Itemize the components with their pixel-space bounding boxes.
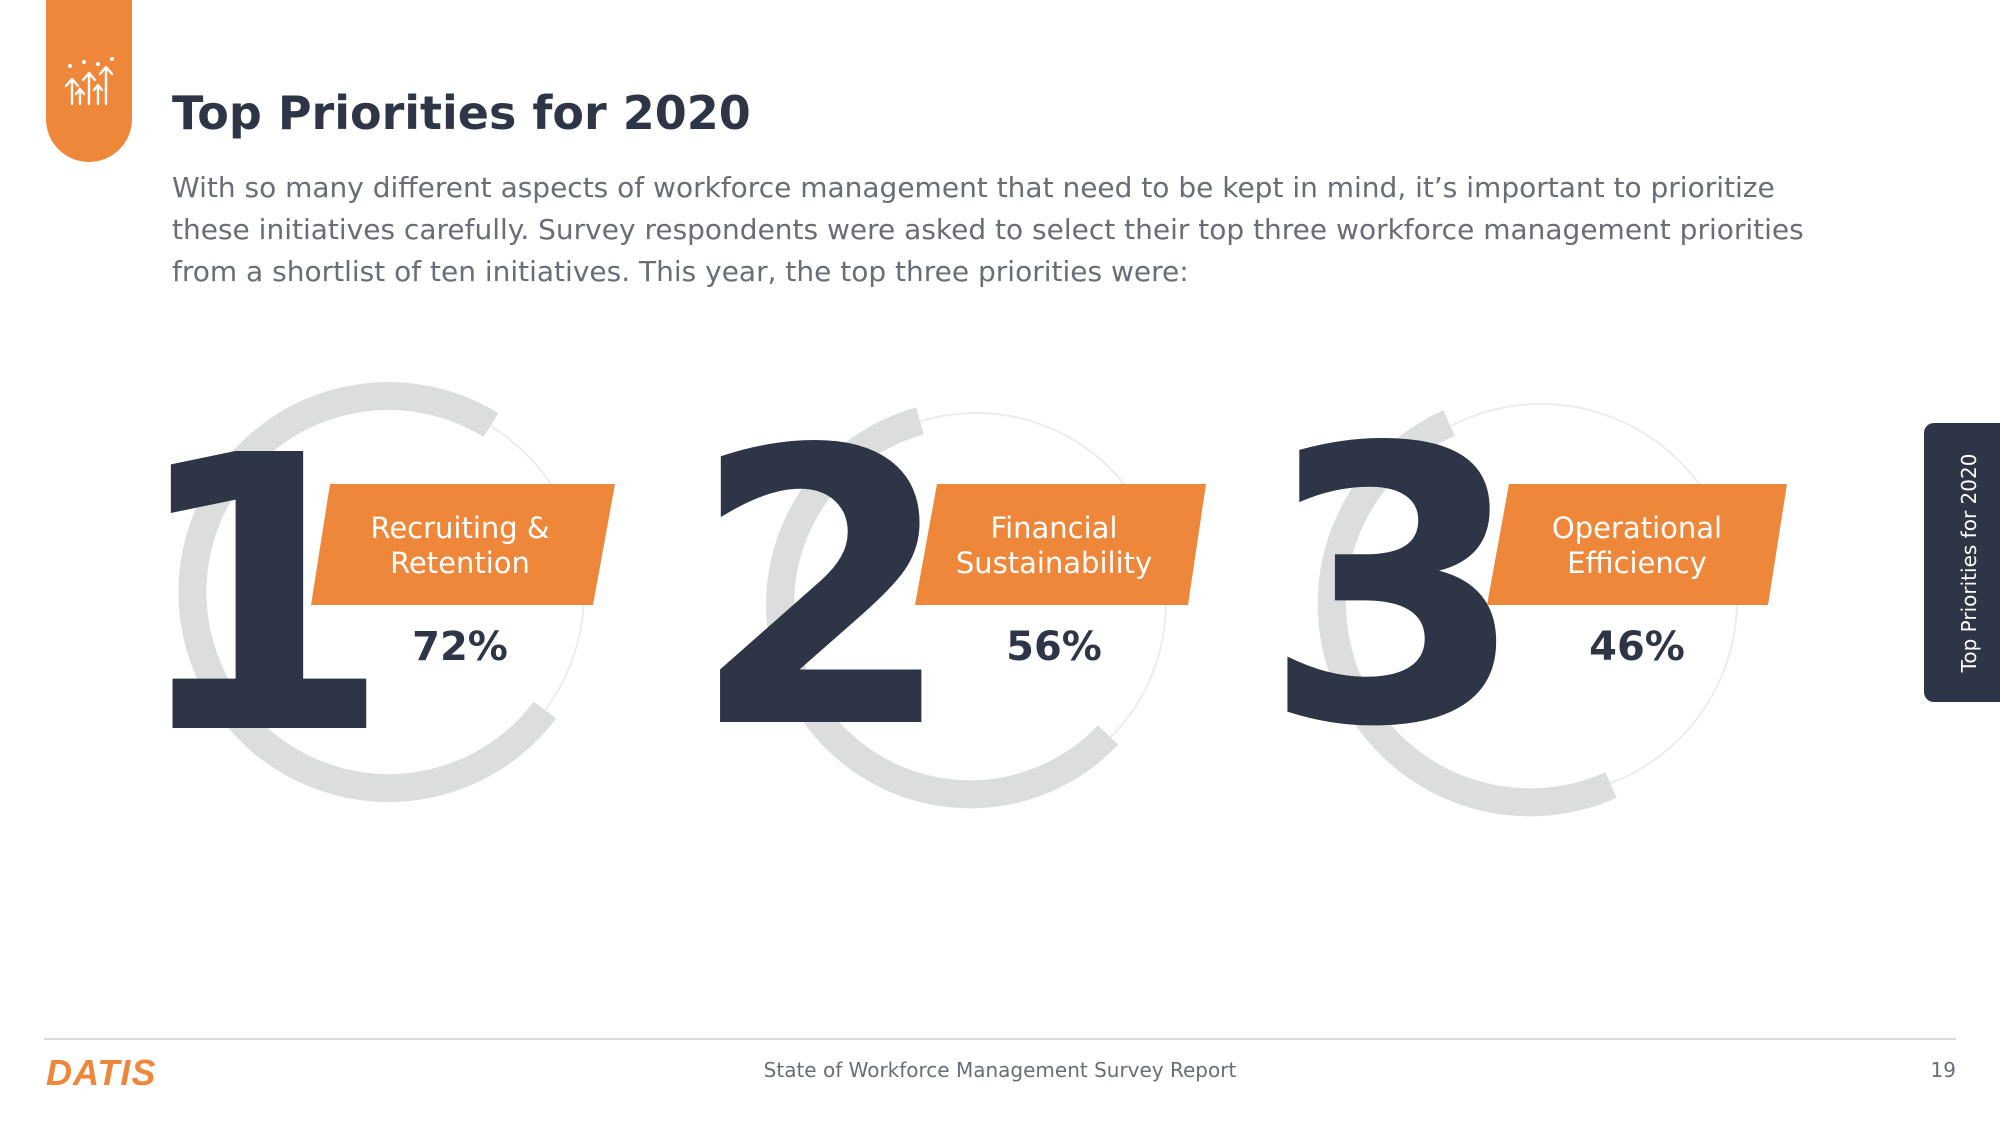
side-tab-label: Top Priorities for 2020 xyxy=(1957,453,1981,672)
priority-label-line2: Sustainability xyxy=(956,546,1152,580)
growth-arrows-icon xyxy=(64,57,114,106)
priority-label-line1: Recruiting & xyxy=(370,511,549,545)
section-tab xyxy=(46,0,132,162)
priority-card-2: 2 Financial Sustainability 56% xyxy=(690,369,1206,812)
priority-card-3: 3 Operational Efficiency 46% xyxy=(1262,367,1787,817)
rank-number: 2 xyxy=(690,369,954,812)
priority-percent: 72% xyxy=(412,624,508,670)
priority-banner xyxy=(1487,484,1787,605)
priority-label-line2: Retention xyxy=(390,546,530,580)
page-number: 19 xyxy=(1930,1058,1956,1082)
intro-paragraph: With so many different aspects of workfo… xyxy=(172,171,1804,288)
progress-ring xyxy=(1317,410,1617,817)
progress-ring xyxy=(178,382,557,802)
footer-report-title: State of Workforce Management Survey Rep… xyxy=(763,1058,1237,1082)
priority-banner xyxy=(915,484,1206,605)
priority-banner xyxy=(311,484,615,605)
priority-percent: 56% xyxy=(1006,624,1102,670)
priority-label-line1: Financial xyxy=(991,511,1118,545)
progress-ring xyxy=(766,407,1119,809)
datis-logo: DATIS xyxy=(46,1052,157,1093)
footer-divider xyxy=(44,1038,1956,1040)
page-title: Top Priorities for 2020 xyxy=(172,86,751,140)
priority-label-line2: Efficiency xyxy=(1567,546,1707,580)
rank-number: 3 xyxy=(1262,367,1526,810)
priority-card-1: 1 Recruiting & Retention 72% xyxy=(128,375,615,818)
section-side-tab[interactable]: Top Priorities for 2020 xyxy=(1924,423,2000,702)
priority-label-line1: Operational xyxy=(1552,511,1722,545)
priority-percent: 46% xyxy=(1589,624,1685,670)
